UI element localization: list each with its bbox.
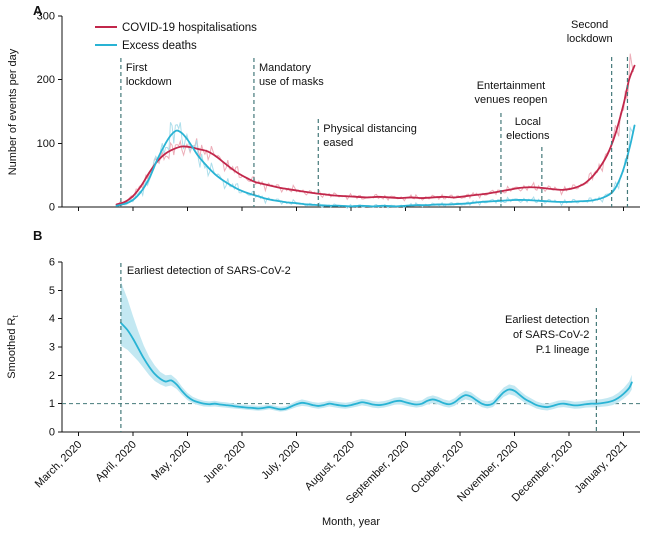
annotation-text: lockdown	[567, 33, 613, 45]
annotation-text: Earliest detection of SARS-CoV-2	[127, 265, 291, 277]
annotation-text: Local	[515, 116, 541, 128]
x-axis-title: Month, year	[321, 516, 381, 528]
y-tick-label: 2	[49, 370, 55, 382]
panel-b-label: B	[33, 228, 43, 243]
annotation-text: Mandatory	[259, 62, 311, 74]
x-tick-label: October, 2020	[409, 439, 466, 496]
y-tick-label: 0	[49, 427, 55, 439]
annotation-text: Physical distancing	[323, 123, 417, 135]
annotation-text: venues reopen	[475, 94, 548, 106]
panel-a-label: A	[33, 3, 43, 18]
covid-19-hospitalisations-line	[115, 64, 636, 206]
x-tick-label: July, 2020	[259, 439, 302, 482]
y-tick-label: 4	[49, 313, 55, 325]
annotation-text: use of masks	[259, 76, 324, 88]
y-tick-label: 3	[49, 342, 55, 354]
y-tick-label: 1	[49, 398, 55, 410]
x-tick-label: January, 2021	[573, 439, 630, 496]
annotation-text: First	[126, 62, 147, 74]
legend-label: COVID-19 hospitalisations	[122, 22, 257, 34]
y-tick-label: 5	[49, 285, 55, 297]
x-tick-label: May, 2020	[149, 439, 193, 483]
y-tick-label: 200	[37, 74, 55, 86]
y-tick-label: 0	[49, 202, 55, 214]
annotation-text: eased	[323, 137, 353, 149]
x-tick-label: April, 2020	[93, 439, 139, 485]
annotation-text: lockdown	[126, 76, 172, 88]
panel-a: 0 100 200 300 First lockdown Mandatory use of m…	[37, 11, 640, 214]
smoothed-rt-line	[119, 322, 633, 411]
x-tick-label: March, 2020	[33, 439, 85, 491]
legend-label: Excess deaths	[122, 40, 197, 52]
annotation-text: elections	[506, 130, 550, 142]
y-tick-label: 300	[37, 11, 55, 23]
x-tick-label: December, 2020	[510, 439, 576, 505]
x-tick-label: June, 2020	[201, 439, 248, 486]
annotation-text: P.1 lineage	[536, 344, 590, 356]
annotation-text: of SARS-CoV-2	[513, 329, 589, 341]
x-tick-label: August, 2020	[303, 439, 357, 493]
excess-deaths-line	[115, 124, 636, 208]
y-tick-label: 6	[49, 257, 55, 269]
annotation-text: Earliest detection	[505, 314, 589, 326]
y-tick-label: 100	[37, 138, 55, 150]
annotation-text: Second	[571, 19, 608, 31]
annotation-text: Entertainment	[477, 80, 545, 92]
